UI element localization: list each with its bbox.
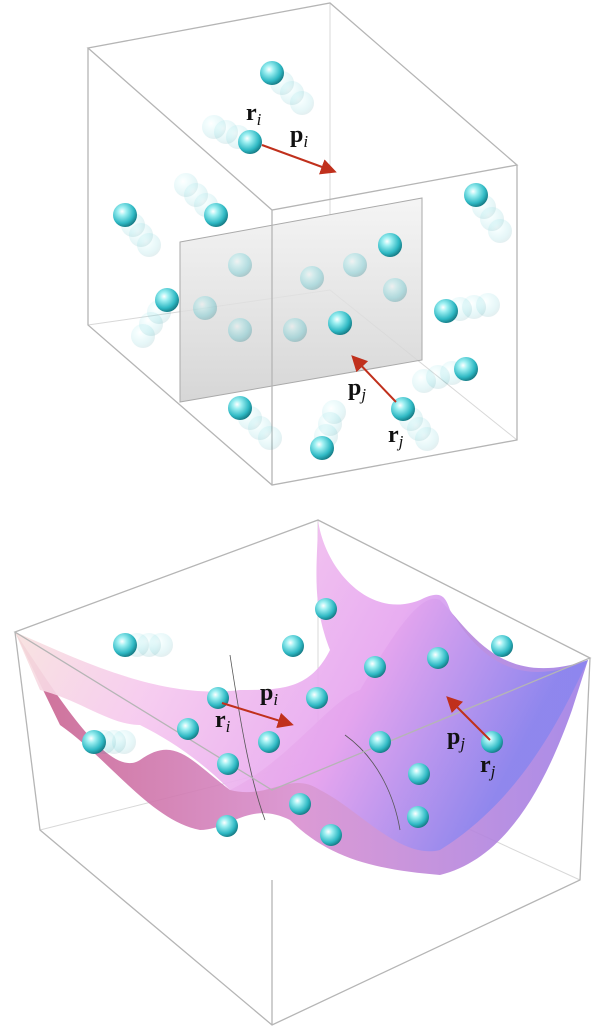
particle [155,288,179,312]
particle [320,824,342,846]
label: pi [260,680,278,709]
label-sub: i [226,717,231,736]
label-sub: j [458,734,465,753]
label-sub: i [257,110,262,129]
particle [408,763,430,785]
particle [464,183,488,207]
particle [228,396,252,420]
particle [282,635,304,657]
particle [207,687,229,709]
particle [217,753,239,775]
particle [427,647,449,669]
particle [238,130,262,154]
particle [193,296,217,320]
particle [454,357,478,381]
particle [228,318,252,342]
label-main: r [480,752,491,778]
particle [369,731,391,753]
label-main: p [447,724,460,750]
label-sub: j [397,432,404,451]
particle [328,311,352,335]
particle [204,203,228,227]
particle [383,278,407,302]
particle [82,730,106,754]
label: pi [290,122,308,151]
particle [343,253,367,277]
particle [228,253,252,277]
particle [378,233,402,257]
label-main: p [348,375,361,401]
particle [310,436,334,460]
particle [434,299,458,323]
particle [260,61,284,85]
label: pj [348,375,366,404]
label: rj [388,422,404,451]
particle [315,598,337,620]
label: ri [246,100,262,129]
particle [300,266,324,290]
particle [216,815,238,837]
label-sub: j [359,385,366,404]
particle [258,731,280,753]
label-sub: j [489,762,496,781]
particle [113,633,137,657]
particle [491,635,513,657]
particle [177,718,199,740]
label-main: r [215,707,226,733]
momentum-arrow [262,145,333,171]
label-main: r [388,422,399,448]
particle [283,318,307,342]
label-main: p [260,680,273,706]
particle [113,203,137,227]
label-sub: i [303,132,308,151]
particle [364,656,386,678]
bottom-box [15,520,590,1025]
figure: ri pi pj rj ri pi pj rj [0,0,593,1029]
label-main: r [246,100,257,126]
particle [289,793,311,815]
label-sub: i [273,690,278,709]
label-main: p [290,122,303,148]
particle [306,687,328,709]
particle [407,806,429,828]
